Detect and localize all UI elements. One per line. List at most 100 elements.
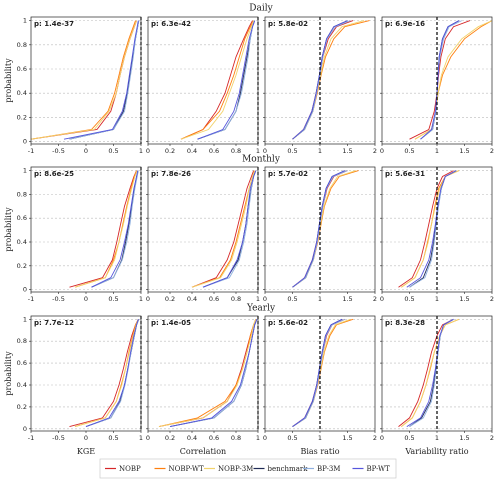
y-tick-label: 1	[23, 315, 27, 323]
row-title: Yearly	[246, 304, 276, 314]
x-tick-label: 1	[318, 147, 322, 155]
x-tick-label: 1.5	[342, 434, 352, 442]
x-tick-label: 0.5	[287, 295, 297, 303]
cdf-line	[69, 20, 140, 140]
x-axis-label: Variability ratio	[404, 447, 468, 456]
cdf-line	[197, 20, 256, 140]
x-tick-label: 1	[139, 434, 143, 442]
cdf-line	[158, 319, 257, 428]
x-tick-label: 1	[139, 147, 143, 155]
cdf-line	[401, 318, 460, 427]
x-tick-label: 0	[84, 147, 88, 155]
x-tick-label: 0	[263, 295, 267, 303]
y-tick-label: 0	[23, 138, 27, 146]
y-tick-label: 0.2	[17, 113, 27, 121]
x-tick-label: 0	[146, 147, 150, 155]
x-tick-label: -0.5	[52, 434, 65, 442]
annotation: p: 6.9e-16	[385, 20, 425, 28]
x-tick-label: 0.5	[287, 147, 297, 155]
x-tick-label: 1.5	[342, 147, 352, 155]
cdf-line	[406, 318, 454, 427]
x-tick-label: 1	[435, 147, 439, 155]
cdf-line	[406, 170, 457, 288]
x-tick-label: 1.5	[459, 295, 469, 303]
y-tick-label: 0.8	[17, 41, 27, 49]
x-tick-label: 0.6	[209, 434, 219, 442]
plot-frame	[381, 315, 493, 432]
cdf-line	[91, 170, 139, 288]
cdf-line	[292, 20, 351, 140]
row-title: Monthly	[242, 155, 281, 165]
x-tick-label: -1	[28, 295, 34, 303]
x-tick-label: 0.6	[209, 147, 219, 155]
cdf-line	[69, 319, 139, 428]
x-tick-label: 0	[146, 295, 150, 303]
cdf-line	[69, 170, 138, 288]
y-tick-label: 0.4	[17, 238, 27, 246]
y-tick-label: 0.6	[17, 359, 27, 367]
x-tick-label: 1	[256, 434, 260, 442]
y-tick-label: 0.6	[17, 214, 27, 222]
plot-frame	[30, 315, 142, 432]
x-tick-label: 1	[318, 295, 322, 303]
x-tick-label: 1.5	[459, 147, 469, 155]
cdf-line	[169, 319, 258, 428]
legend-label: BP-3M	[317, 465, 340, 473]
x-tick-label: 1	[318, 434, 322, 442]
plot-frame	[30, 16, 142, 145]
cdf-line	[74, 319, 139, 428]
plot-frame	[264, 166, 376, 293]
y-tick-label: 0	[23, 425, 27, 433]
cdf-line	[180, 20, 253, 140]
x-tick-label: 0	[146, 434, 150, 442]
cdf-line	[85, 319, 140, 428]
row-title: Daily	[249, 4, 273, 14]
annotation: p: 1.4e-37	[34, 20, 74, 28]
cdf-line	[197, 20, 256, 140]
y-tick-label: 0	[23, 286, 27, 294]
legend-label: NOBP	[119, 465, 141, 473]
cdf-line	[409, 170, 457, 288]
cdf-line	[74, 319, 139, 428]
cdf-line	[414, 20, 493, 140]
y-tick-label: 0.4	[17, 381, 27, 389]
cdf-line	[85, 319, 140, 428]
x-axis-label: Correlation	[180, 447, 226, 456]
x-tick-label: 1.5	[342, 295, 352, 303]
x-tick-label: 0.5	[108, 147, 118, 155]
legend-label: NOBP-3M	[218, 465, 253, 473]
x-tick-label: 2	[490, 434, 494, 442]
x-tick-label: 0.2	[165, 295, 175, 303]
y-axis-label: probability	[4, 351, 13, 396]
x-tick-label: 2	[373, 434, 377, 442]
plot-frame	[264, 16, 376, 145]
x-tick-label: 0.8	[231, 147, 241, 155]
x-tick-label: 0	[84, 295, 88, 303]
x-tick-label: 2	[373, 147, 377, 155]
cdf-line	[292, 170, 359, 288]
cdf-line	[292, 170, 345, 288]
x-axis-label: KGE	[77, 447, 95, 456]
annotation: p: 6.3e-42	[151, 20, 191, 28]
x-tick-label: 0.4	[187, 434, 197, 442]
annotation: p: 7.7e-12	[34, 319, 74, 327]
x-tick-label: -0.5	[52, 147, 65, 155]
annotation: p: 8.3e-28	[385, 319, 425, 327]
annotation: p: 7.8e-26	[151, 170, 191, 178]
x-tick-label: 0.2	[165, 147, 175, 155]
cdf-line	[85, 319, 139, 428]
cdf-line	[30, 20, 136, 140]
y-axis-label: probability	[4, 207, 13, 252]
cdf-line	[30, 20, 138, 140]
cdf-line	[398, 318, 454, 427]
x-tick-label: 0.5	[108, 295, 118, 303]
x-tick-label: 0.6	[209, 295, 219, 303]
cdf-line	[292, 20, 354, 140]
legend-label: BP-WT	[367, 465, 391, 473]
cdf-line	[180, 20, 254, 140]
y-tick-label: 1	[23, 167, 27, 175]
x-tick-label: 0.5	[287, 434, 297, 442]
x-tick-label: 0	[263, 147, 267, 155]
plot-frame	[147, 315, 259, 432]
cdf-line	[409, 170, 457, 288]
